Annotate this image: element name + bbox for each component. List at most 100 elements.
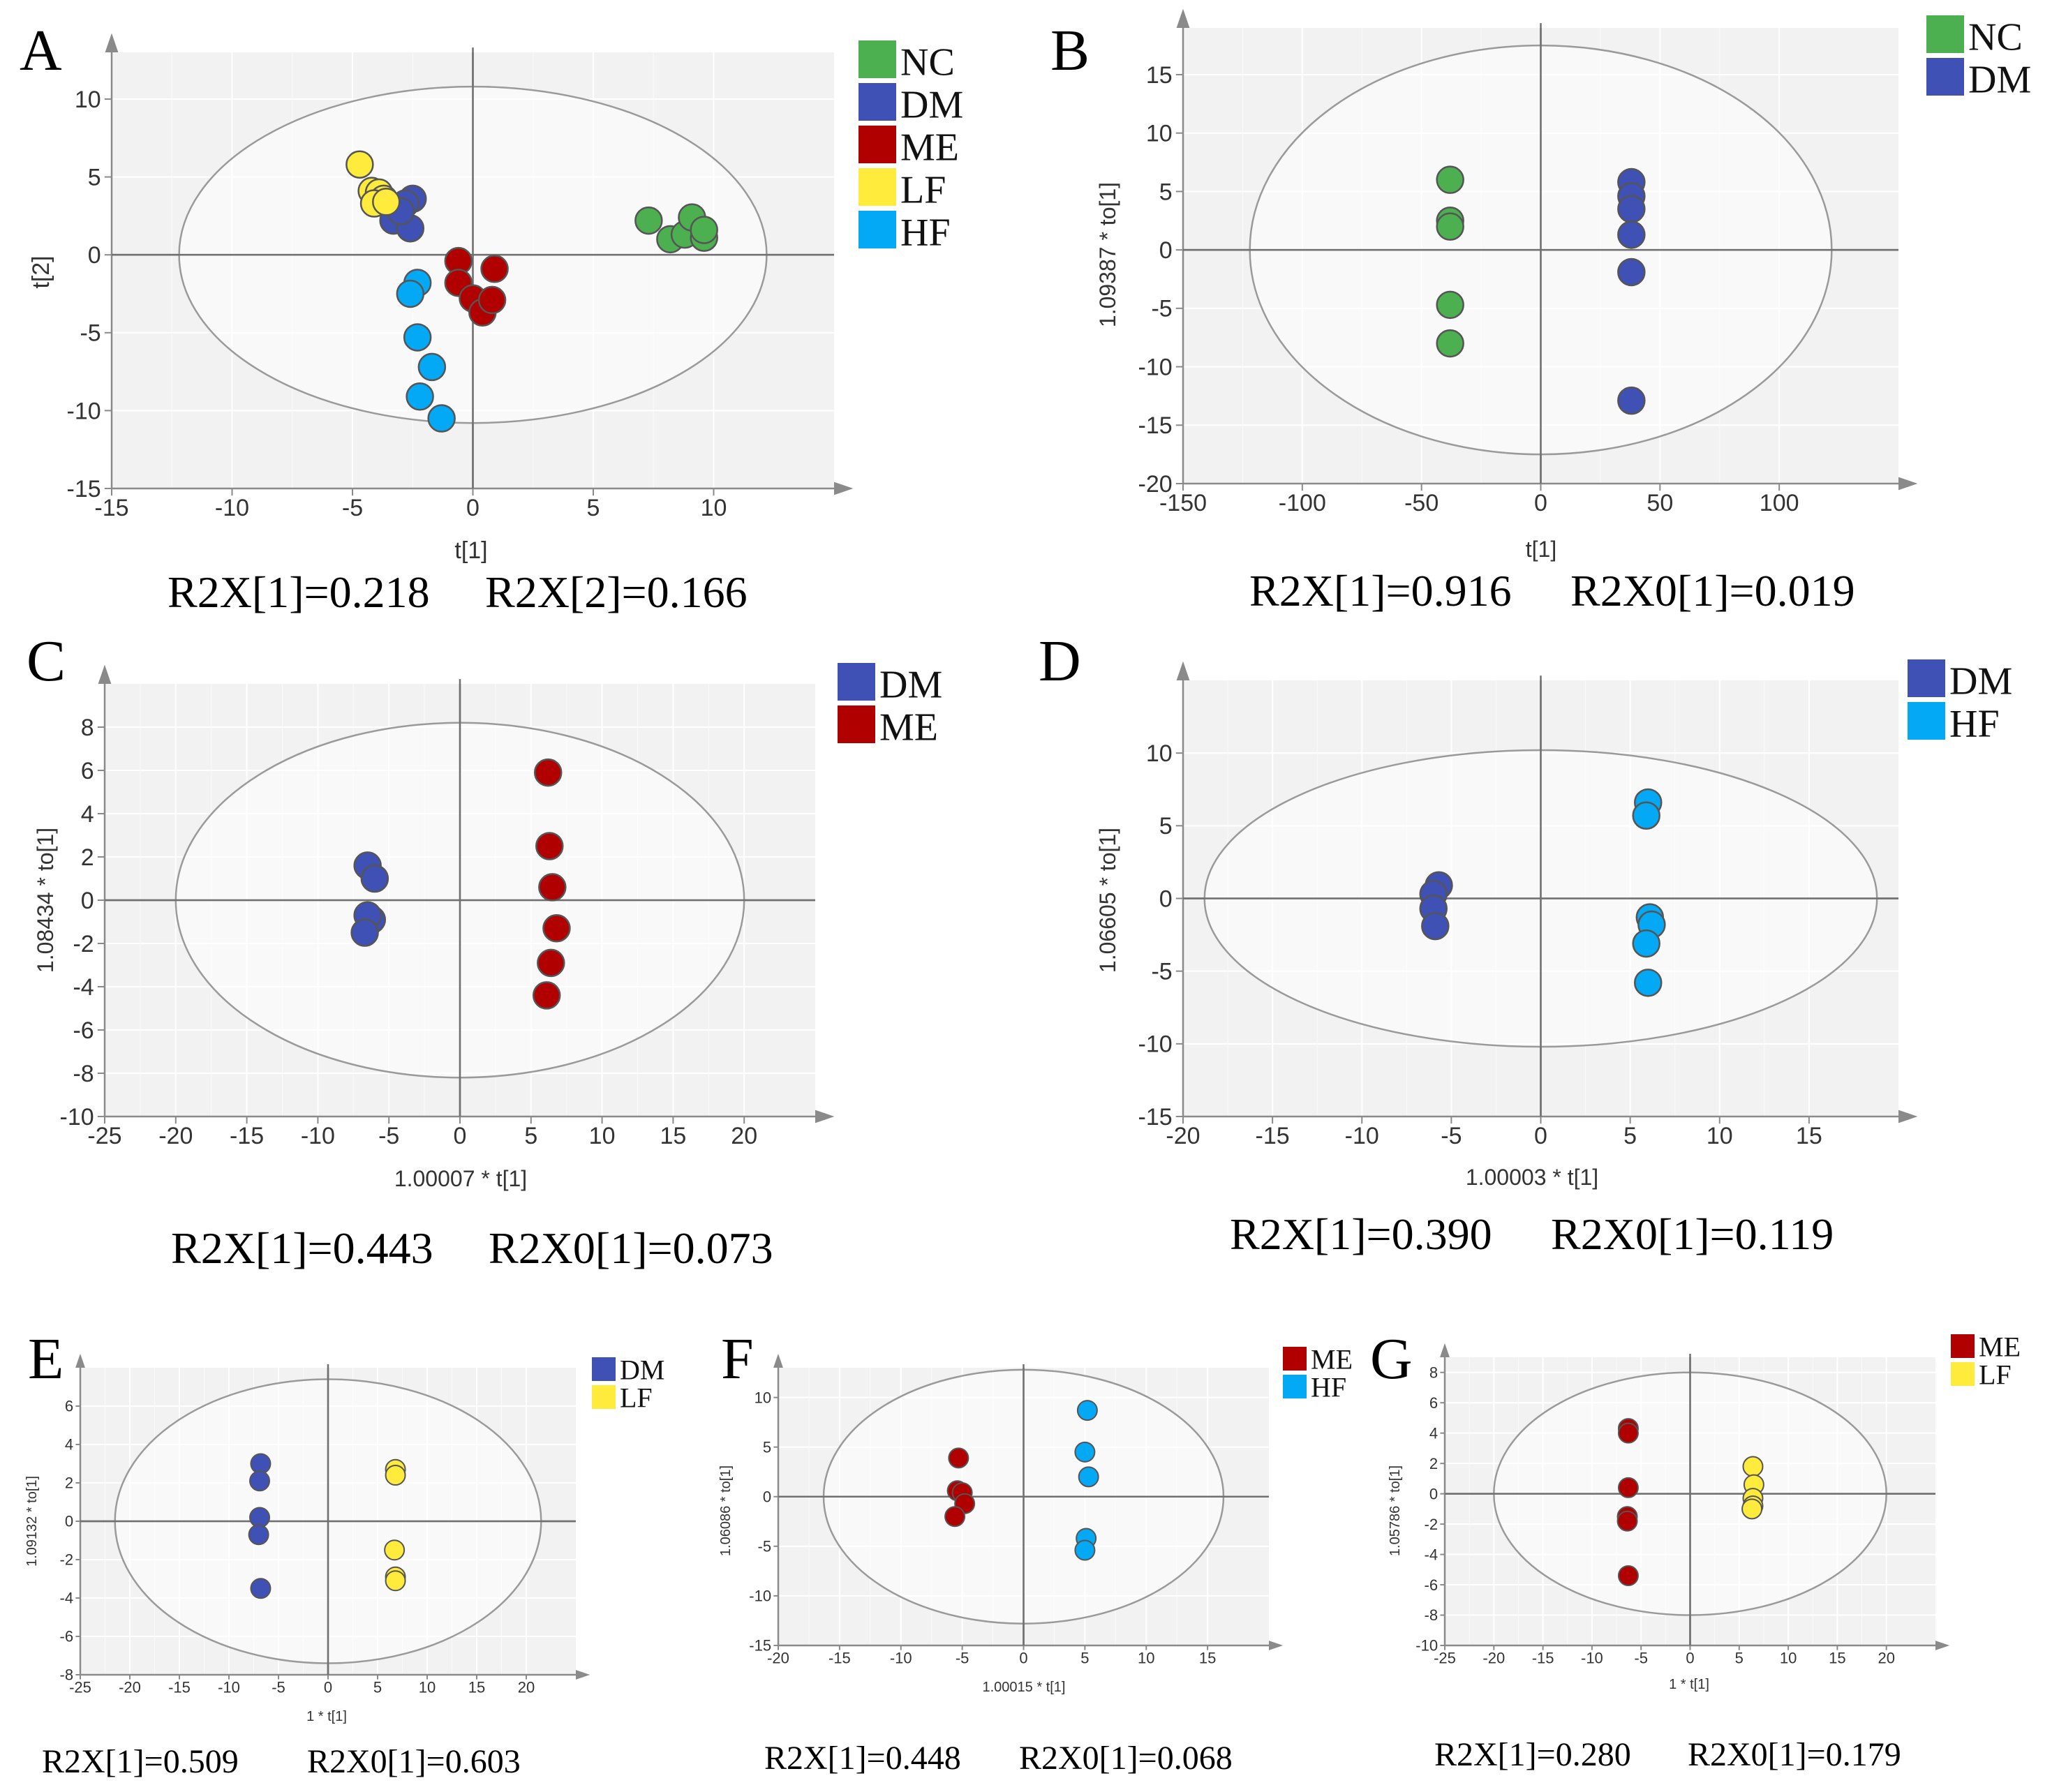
data-point-dm <box>248 1524 269 1546</box>
series-me <box>532 758 571 1010</box>
data-point-hf <box>1076 1400 1098 1421</box>
legend-label-nc: NC <box>1968 16 2023 59</box>
x-tick-label: 5 <box>1080 1649 1089 1666</box>
y-tick-label: 2 <box>1429 1455 1438 1472</box>
model-metric: R2X[1]=0.280 <box>1434 1736 1631 1773</box>
legend-swatch-hf <box>858 211 896 248</box>
y-tick-label: -10 <box>1138 1031 1173 1058</box>
legend-label-me: ME <box>1311 1343 1353 1375</box>
panel-letter: F <box>721 1327 754 1391</box>
y-axis-label: 1.06086 * to[1] <box>718 1465 734 1556</box>
x-tick-label: 0 <box>324 1678 332 1696</box>
x-tick-label: 0 <box>1019 1649 1027 1666</box>
y-tick-label: -10 <box>1415 1637 1438 1655</box>
legend-swatch-lf <box>858 168 896 206</box>
y-tick-label: -2 <box>60 1551 74 1569</box>
data-point-lf <box>385 1570 406 1592</box>
x-tick-label: -25 <box>1434 1649 1456 1666</box>
x-tick-label: -20 <box>1482 1649 1505 1666</box>
y-tick-label: 8 <box>1429 1364 1438 1381</box>
series-dm <box>248 1453 272 1599</box>
x-tick-label: -15 <box>94 495 128 521</box>
x-axis-label: 1.00003 * t[1] <box>1466 1165 1598 1190</box>
y-axis-label: 1.06605 * to[1] <box>1095 828 1120 973</box>
data-point-dm <box>360 864 389 893</box>
chart-panel-b: -150 -100 -50 0 50 100-20-15-10-5051015t[1]1.… <box>1050 8 2031 615</box>
series-hf <box>1632 788 1666 997</box>
legend-label-dm: DM <box>1968 59 2031 102</box>
data-point-nc <box>1436 165 1464 194</box>
x-axis-label: 1.00007 * t[1] <box>394 1166 527 1191</box>
x-tick-label: -5 <box>342 495 363 521</box>
data-point-hf <box>1078 1466 1099 1488</box>
x-tick-label: -15 <box>1256 1123 1290 1149</box>
data-point-me <box>542 914 571 943</box>
series-lf <box>384 1458 406 1592</box>
data-point-lf <box>385 1465 406 1486</box>
legend-swatch-dm <box>838 663 875 701</box>
data-point-hf <box>417 352 447 382</box>
data-point-dm <box>350 918 379 947</box>
x-axis-label: t[1] <box>1526 537 1556 562</box>
x-tick-label: -10 <box>215 495 249 521</box>
legend-swatch-dm <box>858 83 896 121</box>
data-point-hf <box>1634 969 1663 997</box>
model-metric: R2X[1]=0.916 <box>1249 566 1512 615</box>
x-tick-label: -20 <box>119 1678 141 1696</box>
y-tick-label: -20 <box>1138 471 1173 498</box>
model-metric: R2X0[1]=0.119 <box>1551 1209 1834 1259</box>
y-tick-label: 0 <box>763 1488 771 1505</box>
data-point-nc <box>690 216 718 244</box>
model-metric: R2X[1]=0.218 <box>168 567 430 617</box>
y-tick-label: -10 <box>67 398 101 424</box>
x-tick-label: 0 <box>454 1123 467 1149</box>
panel-letter: A <box>20 18 62 83</box>
series-me <box>444 246 509 327</box>
series-nc <box>634 203 718 254</box>
x-tick-label: 10 <box>1707 1123 1733 1149</box>
x-tick-label: -10 <box>1581 1649 1603 1666</box>
x-tick-label: 50 <box>1647 490 1673 516</box>
data-point-me <box>537 948 565 978</box>
y-tick-label: 2 <box>81 844 94 871</box>
y-tick-label: -10 <box>749 1588 771 1605</box>
legend-swatch-dm <box>1926 58 1964 96</box>
legend-swatch-me <box>1951 1334 1975 1358</box>
series-hf <box>1074 1400 1099 1561</box>
y-tick-label: -2 <box>1425 1516 1439 1533</box>
legend-swatch-hf <box>1908 702 1945 740</box>
data-point-lf <box>1741 1498 1763 1520</box>
y-tick-label: 10 <box>75 87 101 113</box>
legend-label-nc: NC <box>900 41 955 84</box>
data-point-me <box>533 758 563 787</box>
x-tick-label: -20 <box>158 1123 193 1149</box>
series-dm <box>1617 167 1646 415</box>
legend-label-lf: LF <box>900 169 946 212</box>
y-axis-label: t[2] <box>28 255 54 288</box>
y-tick-label: 15 <box>1146 62 1173 89</box>
y-tick-label: 4 <box>81 801 94 828</box>
y-tick-label: -5 <box>80 320 101 347</box>
y-tick-label: 0 <box>88 242 101 269</box>
legend-label-me: ME <box>879 706 938 749</box>
y-tick-label: -10 <box>1138 354 1173 380</box>
y-tick-label: -4 <box>73 974 94 1001</box>
x-tick-label: -50 <box>1404 490 1439 516</box>
panel-letter: D <box>1039 629 1081 694</box>
y-tick-label: -15 <box>67 476 101 502</box>
x-tick-label: 10 <box>1138 1649 1154 1666</box>
data-point-hf <box>1632 801 1660 830</box>
model-metric: R2X[1]=0.443 <box>171 1223 433 1273</box>
y-axis-arrow <box>1440 1343 1450 1357</box>
chart-panel-g: -25 -20 -15 -10 -5 0 5 10 15 20-10-8-6-4-2024681 … <box>1370 1327 2021 1773</box>
y-tick-label: -5 <box>1151 296 1172 322</box>
y-tick-label: 10 <box>1146 121 1173 147</box>
data-point-dm <box>1617 257 1646 287</box>
y-tick-label: -8 <box>1425 1606 1439 1624</box>
data-point-me <box>477 285 507 315</box>
model-metric: R2X[1]=0.390 <box>1230 1209 1492 1259</box>
model-metric: R2X0[1]=0.603 <box>307 1743 521 1780</box>
y-axis-arrow <box>98 664 112 684</box>
